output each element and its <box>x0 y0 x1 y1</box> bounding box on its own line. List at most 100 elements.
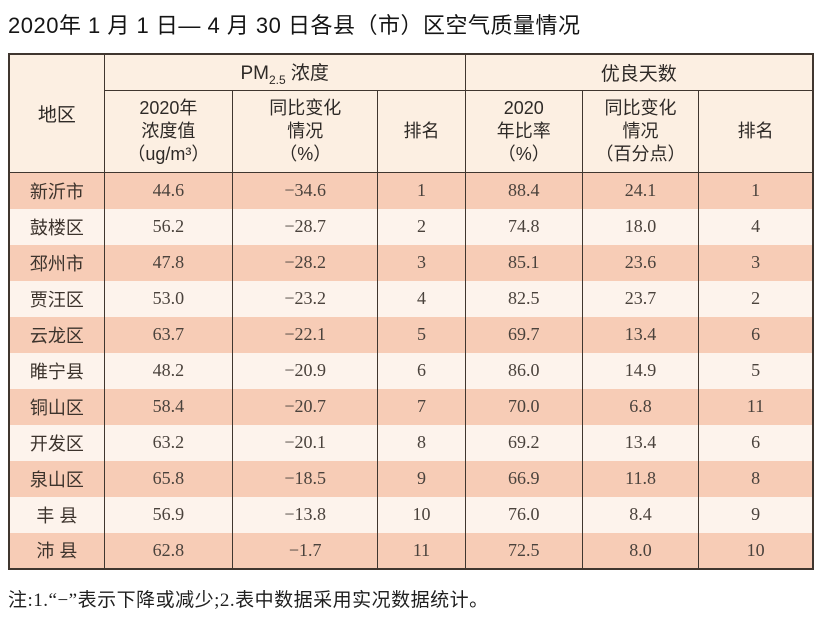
good-rank-cell: 8 <box>698 460 814 497</box>
group-header-row: 地区 PM2.5 浓度 优良天数 <box>8 53 814 174</box>
good-change-cell: 18.0 <box>581 208 700 245</box>
good-rate-cell: 69.7 <box>464 316 583 353</box>
pm-rank-cell: 6 <box>377 352 466 389</box>
good-rate-cell: 69.2 <box>464 424 583 461</box>
pm-value-cell: 65.8 <box>103 460 234 497</box>
table-row: 开发区 63.2 −20.1 8 69.2 13.4 6 <box>8 424 814 461</box>
good-rank-cell: 10 <box>698 532 814 569</box>
pm-rank-cell: 4 <box>377 280 466 317</box>
good-rank-cell: 6 <box>698 316 814 353</box>
good-rate-cell: 86.0 <box>464 352 583 389</box>
good-change-cell: 23.6 <box>581 244 700 281</box>
pm-change-cell: −20.9 <box>232 352 379 389</box>
region-cell: 铜山区 <box>8 388 105 425</box>
column-header-good-rank: 排名 <box>698 90 814 174</box>
good-rank-cell: 4 <box>698 208 814 245</box>
pm-rank-cell: 10 <box>377 496 466 533</box>
pm-change-cell: −18.5 <box>232 460 379 497</box>
pm-rank-cell: 3 <box>377 244 466 281</box>
pm-rank-cell: 5 <box>377 316 466 353</box>
pm-rank-cell: 1 <box>377 172 466 209</box>
table-row: 丰 县 56.9 −13.8 10 76.0 8.4 9 <box>8 496 814 533</box>
pm-change-cell: −34.6 <box>232 172 379 209</box>
table-row: 睢宁县 48.2 −20.9 6 86.0 14.9 5 <box>8 352 814 389</box>
region-cell: 邳州市 <box>8 244 105 281</box>
pm-label: PM <box>240 62 269 84</box>
pm-value-cell: 63.2 <box>103 424 234 461</box>
column-group-pm25: PM2.5 浓度 <box>103 53 466 92</box>
sub-header-row: 2020年 浓度值 （ug/m³） 同比变化 情况 （%） 排名 2020 年比… <box>9 90 814 174</box>
region-cell: 新沂市 <box>8 172 105 209</box>
pm-change-cell: −23.2 <box>232 280 379 317</box>
pm-rank-cell: 2 <box>377 208 466 245</box>
pm-change-cell: −28.7 <box>232 208 379 245</box>
air-quality-table: 地区 PM2.5 浓度 优良天数 2020年 浓度值 （ug/m³） 同比变化 … <box>8 52 814 570</box>
table-row: 云龙区 63.7 −22.1 5 69.7 13.4 6 <box>8 316 814 353</box>
good-rate-cell: 70.0 <box>464 388 583 425</box>
pm-value-cell: 56.2 <box>103 208 234 245</box>
pm-rank-cell: 7 <box>377 388 466 425</box>
good-rate-cell: 72.5 <box>464 532 583 569</box>
pm-change-cell: −13.8 <box>232 496 379 533</box>
pm-value-cell: 48.2 <box>103 352 234 389</box>
good-change-cell: 6.8 <box>581 388 700 425</box>
region-cell: 睢宁县 <box>8 352 105 389</box>
good-change-cell: 13.4 <box>581 316 700 353</box>
pm-change-cell: −22.1 <box>232 316 379 353</box>
pm-change-cell: −1.7 <box>232 532 379 569</box>
column-header-good-rate: 2020 年比率 （%） <box>464 90 583 174</box>
pm-subscript: 2.5 <box>268 72 286 87</box>
table-row: 沛 县 62.8 −1.7 11 72.5 8.0 10 <box>8 532 814 569</box>
table-row: 贾汪区 53.0 −23.2 4 82.5 23.7 2 <box>8 280 814 317</box>
good-rank-cell: 2 <box>698 280 814 317</box>
good-rank-cell: 5 <box>698 352 814 389</box>
pm-value-cell: 56.9 <box>103 496 234 533</box>
pm-value-cell: 58.4 <box>103 388 234 425</box>
table-row: 泉山区 65.8 −18.5 9 66.9 11.8 8 <box>8 460 814 497</box>
good-change-cell: 23.7 <box>581 280 700 317</box>
region-cell: 云龙区 <box>8 316 105 353</box>
good-change-cell: 24.1 <box>581 172 700 209</box>
region-cell: 沛 县 <box>8 532 105 569</box>
table-row: 铜山区 58.4 −20.7 7 70.0 6.8 11 <box>8 388 814 425</box>
pm-change-cell: −20.1 <box>232 424 379 461</box>
good-change-cell: 11.8 <box>581 460 700 497</box>
table-row: 新沂市 44.6 −34.6 1 88.4 24.1 1 <box>8 172 814 209</box>
good-rate-cell: 85.1 <box>464 244 583 281</box>
pm-rank-cell: 11 <box>377 532 466 569</box>
pm-rank-cell: 9 <box>377 460 466 497</box>
good-rate-cell: 88.4 <box>464 172 583 209</box>
column-header-pm-value: 2020年 浓度值 （ug/m³） <box>103 90 234 174</box>
good-change-cell: 14.9 <box>581 352 700 389</box>
column-group-good-days: 优良天数 <box>464 53 814 92</box>
table-row: 鼓楼区 56.2 −28.7 2 74.8 18.0 4 <box>8 208 814 245</box>
pm-value-cell: 47.8 <box>103 244 234 281</box>
column-header-pm-rank: 排名 <box>377 90 466 174</box>
good-rate-cell: 66.9 <box>464 460 583 497</box>
good-rank-cell: 6 <box>698 424 814 461</box>
good-rank-cell: 1 <box>698 172 814 209</box>
good-rank-cell: 9 <box>698 496 814 533</box>
pm-change-cell: −28.2 <box>232 244 379 281</box>
pm-label-suffix: 浓度 <box>285 62 329 84</box>
table-header: 地区 PM2.5 浓度 优良天数 2020年 浓度值 （ug/m³） 同比变化 … <box>8 53 814 174</box>
region-cell: 鼓楼区 <box>8 208 105 245</box>
table-footnote: 注:1.“−”表示下降或减少;2.表中数据采用实况数据统计。 <box>8 589 489 611</box>
column-header-good-change: 同比变化 情况 （百分点） <box>581 90 700 174</box>
pm-change-cell: −20.7 <box>232 388 379 425</box>
pm-value-cell: 63.7 <box>103 316 234 353</box>
good-change-cell: 8.0 <box>581 532 700 569</box>
pm-rank-cell: 8 <box>377 424 466 461</box>
pm-value-cell: 62.8 <box>103 532 234 569</box>
good-rank-cell: 3 <box>698 244 814 281</box>
region-cell: 泉山区 <box>8 460 105 497</box>
good-change-cell: 8.4 <box>581 496 700 533</box>
page-title: 2020年 1 月 1 日— 4 月 30 日各县（市）区空气质量情况 <box>8 13 581 38</box>
region-cell: 丰 县 <box>8 496 105 533</box>
pm-value-cell: 53.0 <box>103 280 234 317</box>
good-rate-cell: 82.5 <box>464 280 583 317</box>
region-cell: 开发区 <box>8 424 105 461</box>
column-header-region: 地区 <box>8 53 105 174</box>
region-cell: 贾汪区 <box>8 280 105 317</box>
pm-value-cell: 44.6 <box>103 172 234 209</box>
